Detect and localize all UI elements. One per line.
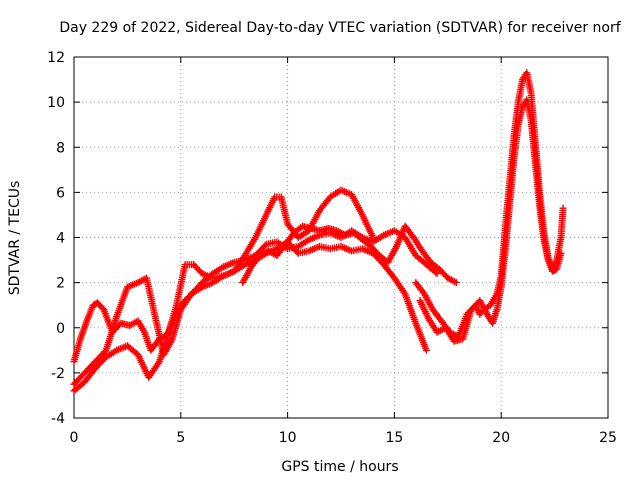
y-tick-label: 2 xyxy=(56,276,65,292)
y-tick-label: 6 xyxy=(56,185,65,201)
data-series xyxy=(70,69,567,395)
x-tick-label: 5 xyxy=(176,430,185,446)
series-track-e xyxy=(412,69,567,341)
chart-title: Day 229 of 2022, Sidereal Day-to-day VTE… xyxy=(59,20,621,36)
series-markers xyxy=(416,96,565,345)
y-tick-label: 8 xyxy=(56,140,65,156)
x-tick-label: 15 xyxy=(385,430,403,446)
y-tick-label: 4 xyxy=(56,231,65,247)
series-track-c xyxy=(70,238,430,395)
x-tick-label: 10 xyxy=(279,430,297,446)
x-tick-label: 25 xyxy=(599,430,617,446)
x-axis-label: GPS time / hours xyxy=(281,459,398,475)
x-tick-label: 20 xyxy=(492,430,510,446)
y-tick-label: 10 xyxy=(47,95,65,111)
series-track-f xyxy=(416,96,565,345)
y-tick-label: 0 xyxy=(56,321,65,337)
x-tick-label: 0 xyxy=(70,430,79,446)
series-markers xyxy=(412,69,567,341)
y-tick-label: -2 xyxy=(51,366,65,382)
series-markers xyxy=(239,222,460,287)
series-markers xyxy=(70,238,430,395)
series-markers xyxy=(70,227,441,388)
y-tick-label: -4 xyxy=(51,411,65,427)
y-axis-label: SDTVAR / TECUs xyxy=(7,181,23,296)
series-track-d xyxy=(239,222,460,287)
y-tick-label: 12 xyxy=(47,50,65,66)
series-track-b xyxy=(70,227,441,388)
axis-ticks: 0 5 10 15 20 25 -4 -2 0 2 4 6 8 10 12 xyxy=(47,50,617,446)
